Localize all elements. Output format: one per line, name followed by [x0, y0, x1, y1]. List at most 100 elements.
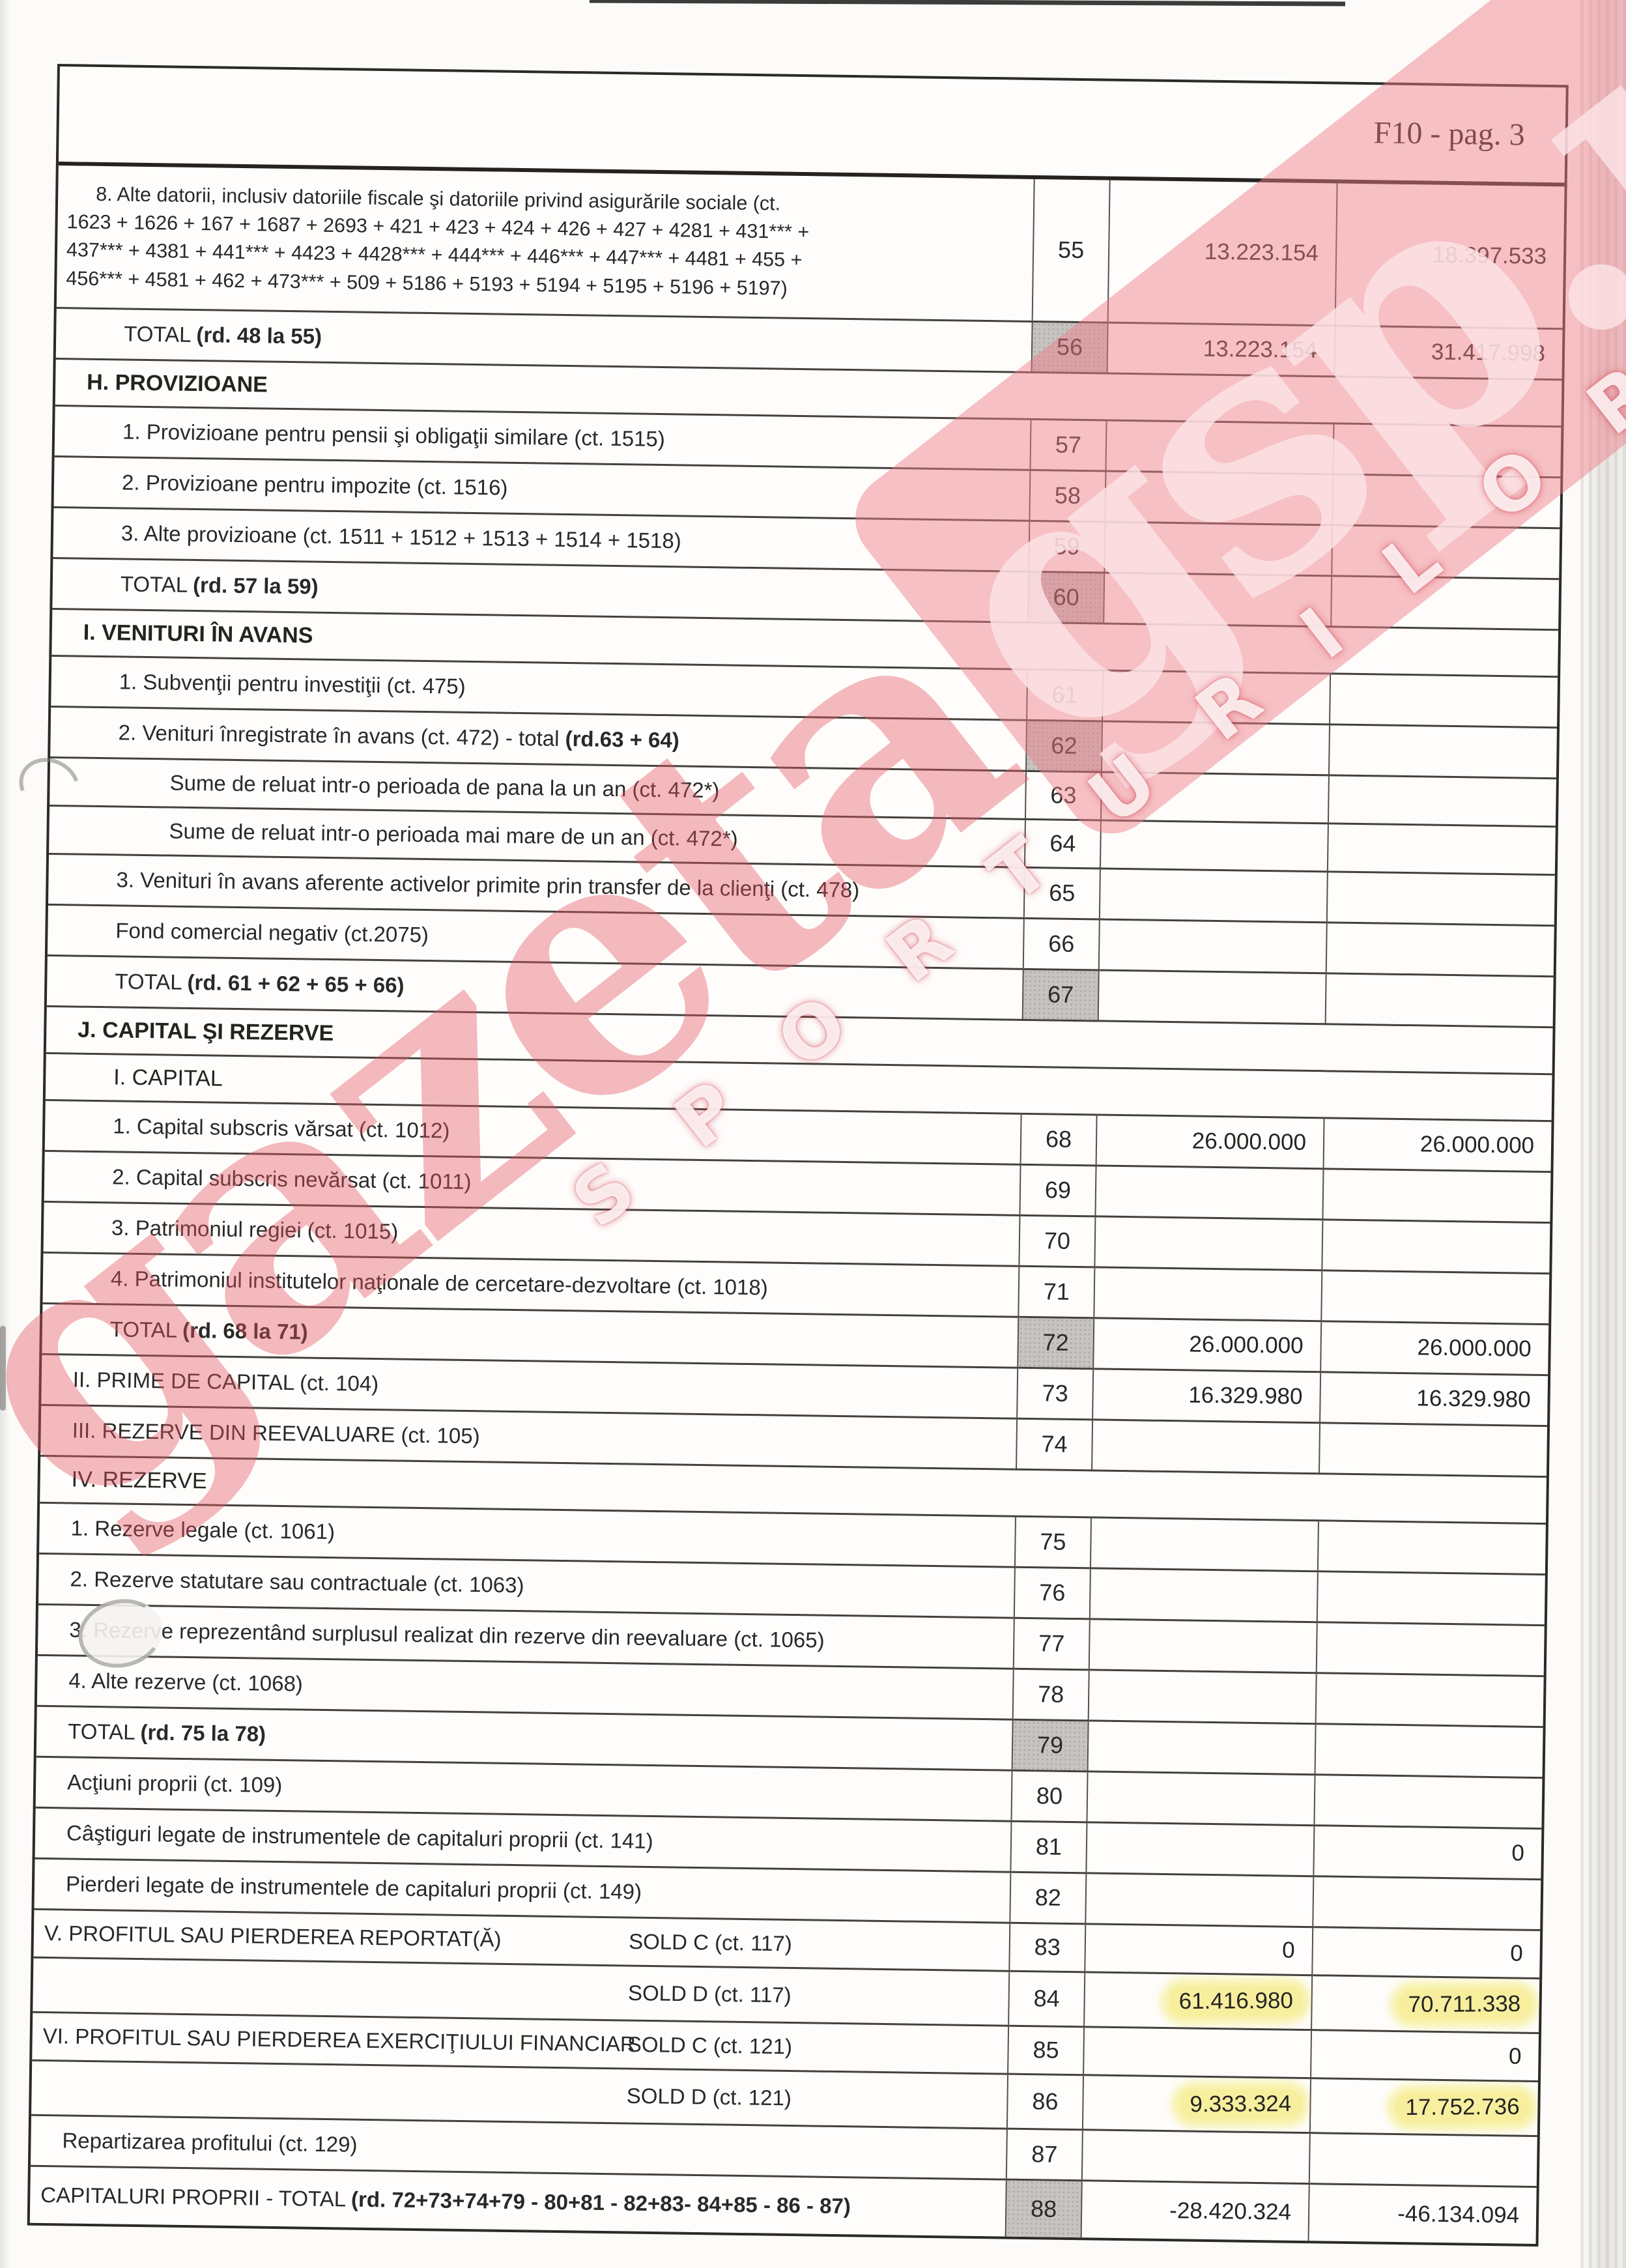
row-number-cell: 69 [1020, 1164, 1096, 1216]
value-cell-col-b: 26.000.000 [1320, 1321, 1549, 1375]
row-number-cell: 71 [1018, 1265, 1095, 1318]
value-cell-col-a [1098, 919, 1327, 973]
row-number-cell: 82 [1010, 1871, 1087, 1924]
scan-artifact-left-smudge [0, 1326, 6, 1411]
value-cell-col-b: 18.397.533 [1335, 183, 1565, 329]
value-cell-col-a: 13.223.154 [1107, 180, 1337, 326]
row-number-cell: 61 [1027, 668, 1103, 721]
row-label: Repartizarea profitului (ct. 129) [62, 2128, 358, 2157]
value-cell-col-a [1102, 670, 1331, 725]
value-cell-col-b: 70.711.338 [1311, 1975, 1540, 2033]
value-cell-col-b [1328, 775, 1556, 827]
row-label: 1. Provizioane pentru pensii şi obligaţi… [122, 419, 666, 452]
row-label: III. REZERVE DIN REEVALUARE (ct. 105) [72, 1418, 480, 1448]
value-cell-col-b [1313, 1876, 1541, 1931]
value-cell-col-a [1091, 1419, 1320, 1474]
highlighted-value: 9.333.324 [1179, 2089, 1302, 2120]
row-label-bold: (rd. 57 la 59) [192, 573, 319, 599]
row-label: Câştiguri legate de instrumentele de cap… [66, 1820, 653, 1854]
highlighted-value: 61.416.980 [1168, 1985, 1304, 2017]
value-cell-col-b [1332, 524, 1560, 579]
value-cell-col-a: 26.000.000 [1096, 1114, 1324, 1169]
section-label: IV. REZERVE [71, 1467, 207, 1493]
row-label: 3. Patrimoniul regiei (ct. 1015) [111, 1215, 399, 1244]
value-cell-col-a: 61.416.980 [1083, 1972, 1313, 2030]
value-cell-col-a [1094, 1216, 1323, 1270]
value-cell-col-b: 17.752.736 [1309, 2078, 1538, 2136]
value-cell-col-b [1322, 1219, 1550, 1274]
value-cell-col-b [1329, 673, 1558, 728]
row-label: TOTAL [109, 1317, 183, 1343]
row-number-cell: 70 [1019, 1214, 1096, 1267]
row-number-cell: 84 [1008, 1970, 1085, 2027]
row-label: Fond comercial negativ (ct.2075) [115, 918, 429, 947]
value-cell-col-a [1098, 969, 1326, 1024]
row-number-cell: 62 [1026, 719, 1102, 772]
row-label-bold: (rd. 48 la 55) [196, 323, 322, 349]
row-label: TOTAL [115, 969, 188, 995]
row-number-cell: 65 [1024, 867, 1100, 919]
row-number-cell: 58 [1029, 469, 1106, 522]
row-number-cell: 80 [1011, 1770, 1088, 1822]
value-cell-col-a [1087, 1771, 1315, 1826]
row-number-cell: 64 [1025, 818, 1101, 868]
row-label: 2. Rezerve statutare sau contractuale (c… [70, 1566, 524, 1598]
value-cell-col-b [1331, 575, 1560, 630]
value-cell-col-b: -46.134.094 [1308, 2183, 1537, 2245]
row-number-cell: 81 [1010, 1820, 1087, 1873]
row-label: VI. PROFITUL SAU PIERDEREA EXERCIŢIULUI … [42, 2024, 636, 2057]
value-cell-col-a [1089, 1568, 1318, 1622]
row-number-cell: 57 [1030, 418, 1107, 471]
row-label: 4. Patrimoniul institutelor naţionale de… [110, 1266, 768, 1300]
row-number-cell: 79 [1012, 1719, 1089, 1772]
section-label: H. PROVIZIOANE [86, 369, 268, 397]
row-label-bold: (rd. 61 + 62 + 65 + 66) [187, 970, 405, 998]
value-cell-col-b [1326, 922, 1554, 977]
row-label: 2. Venituri înregistrate în avans (ct. 4… [118, 720, 565, 751]
row-label-bold: (rd. 75 la 78) [140, 1720, 266, 1747]
row-number-cell: 68 [1020, 1113, 1097, 1166]
row-number-cell: 86 [1007, 2073, 1083, 2130]
scan-artifact-left-edge [0, 0, 10, 2268]
value-cell-col-a [1088, 1669, 1317, 1724]
value-cell-col-b [1317, 1520, 1546, 1575]
value-cell-col-b [1316, 1622, 1545, 1676]
value-cell-col-a [1101, 721, 1330, 775]
value-cell-col-a [1094, 1267, 1322, 1321]
row-number-cell: 60 [1028, 571, 1105, 624]
scan-artifact-top-edge [589, 0, 1346, 7]
row-number-cell: 63 [1025, 770, 1102, 820]
row-label: 3. Alte provizioane (ct. 1511 + 1512 + 1… [121, 521, 682, 553]
row-label-bold: (rd. 72+73+74+79 - 80+81 - 82+83- 84+85 … [350, 2187, 851, 2218]
value-cell-col-b [1315, 1723, 1543, 1778]
value-cell-col-a: 13.223.154 [1107, 322, 1335, 377]
page-number-label: F10 - pag. 3 [1373, 115, 1526, 152]
value-cell-col-b [1328, 724, 1558, 779]
row-number-cell: 66 [1023, 917, 1100, 970]
row-number-cell: 67 [1022, 968, 1099, 1021]
row-label: 4. Alte rezerve (ct. 1068) [68, 1668, 304, 1696]
value-cell-col-a: 0 [1085, 1923, 1313, 1975]
highlighted-value: 70.711.338 [1397, 1988, 1532, 2020]
row-label: 2. Provizioane pentru impozite (ct. 1516… [121, 470, 508, 500]
balance-table: 8. Alte datorii, inclusiv datoriile fisc… [29, 165, 1565, 2245]
value-cell-col-b [1309, 2132, 1537, 2187]
row-number-cell: 78 [1012, 1668, 1089, 1721]
value-cell-col-b: 0 [1312, 1927, 1541, 1979]
value-cell-col-b [1319, 1422, 1548, 1477]
value-cell-col-b [1315, 1672, 1544, 1727]
value-cell-col-b [1322, 1168, 1551, 1223]
value-cell-col-b: 16.329.980 [1319, 1371, 1548, 1426]
row-label: 2. Capital subscris nevărsat (ct. 1011) [111, 1164, 472, 1194]
row-description: 8. Alte datorii, inclusiv datoriile fisc… [57, 165, 1034, 321]
row-label: Sume de reluat intr-o perioada mai mare … [169, 818, 738, 852]
value-cell-col-b: 0 [1310, 2030, 1539, 2082]
row-number-cell: 83 [1009, 1922, 1086, 1972]
row-number-cell: 55 [1032, 179, 1110, 323]
row-label: V. PROFITUL SAU PIERDEREA REPORTAT(Ă) [44, 1921, 502, 1952]
value-cell-col-a: 26.000.000 [1092, 1317, 1322, 1372]
highlighted-value: 17.752.736 [1395, 2091, 1530, 2123]
table-body: 8. Alte datorii, inclusiv datoriile fisc… [29, 165, 1565, 2245]
value-cell-col-a [1103, 572, 1332, 627]
